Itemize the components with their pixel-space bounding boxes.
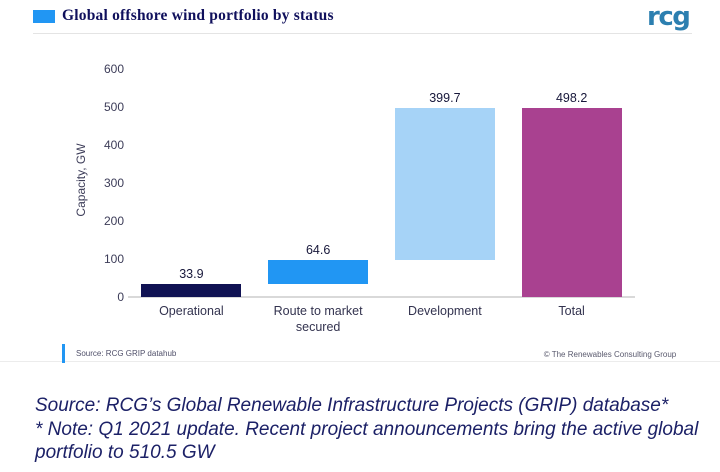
caption: Source: RCG’s Global Renewable Infrastru… xyxy=(35,394,707,465)
chart-card: Global offshore wind portfolio by status… xyxy=(0,0,720,363)
chart-title: Global offshore wind portfolio by status xyxy=(62,7,334,24)
value-label: 33.9 xyxy=(179,267,204,282)
title-bullet-icon xyxy=(33,10,55,23)
y-axis-tick-labels: 0 100 200 300 400 500 600 xyxy=(84,62,124,304)
value-label: 399.7 xyxy=(429,90,461,105)
y-tick-label: 300 xyxy=(103,176,124,190)
x-category-label: Operational xyxy=(159,304,224,318)
x-category-label: Total xyxy=(558,304,585,318)
bar-route-to-market-secured xyxy=(268,259,369,285)
bar-total xyxy=(521,107,622,297)
x-category-label: Development xyxy=(408,304,482,318)
footer-copyright: © The Renewables Consulting Group xyxy=(543,350,677,359)
caption-note-line: * Note: Q1 2021 update. Recent project a… xyxy=(35,418,699,464)
footer-source-note: Source: RCG GRIP datahub xyxy=(76,349,177,358)
value-label: 64.6 xyxy=(305,242,331,257)
y-tick-label: 400 xyxy=(103,138,124,152)
footer-accent-bar xyxy=(62,344,65,363)
x-axis-line xyxy=(128,296,635,298)
plot-area: 33.9 64.6 399.7 498.2 xyxy=(128,69,635,298)
y-tick-label: 600 xyxy=(103,62,124,76)
x-category-label: Route to market secured xyxy=(273,304,363,334)
title-divider xyxy=(33,33,692,34)
y-tick-label: 500 xyxy=(103,100,124,114)
bar-development xyxy=(394,107,495,260)
y-tick-label: 0 xyxy=(117,290,124,304)
value-label: 498.2 xyxy=(555,90,588,105)
rcg-logo: rcg xyxy=(647,2,691,32)
y-tick-label: 100 xyxy=(103,252,124,266)
caption-source-line: Source: RCG’s Global Renewable Infrastru… xyxy=(35,395,669,416)
bar-operational xyxy=(141,284,242,297)
y-tick-label: 200 xyxy=(103,214,124,228)
